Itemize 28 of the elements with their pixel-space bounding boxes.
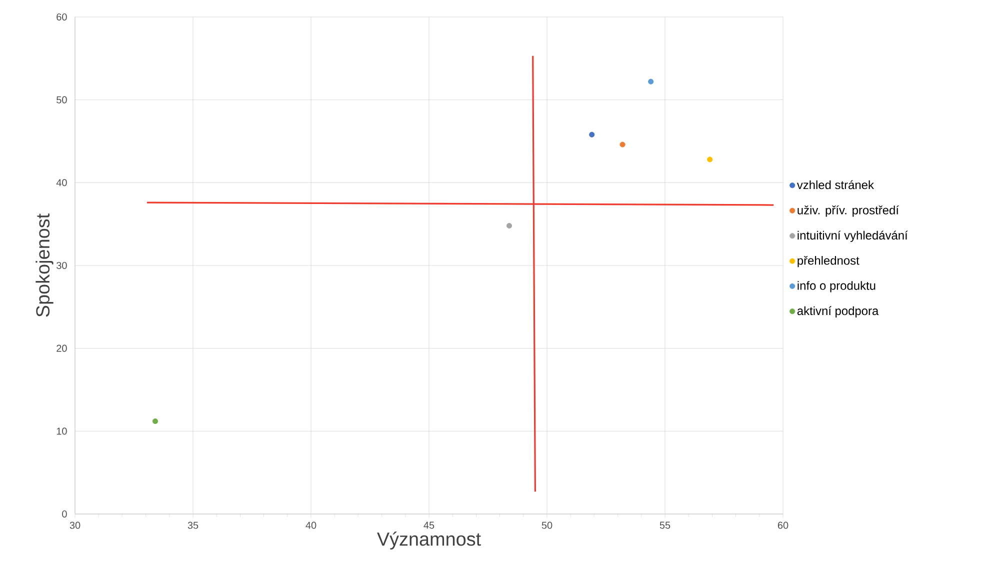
x-tick-label: 30 <box>70 522 80 529</box>
x-tick-label: 40 <box>306 522 316 529</box>
y-tick-label: 10 <box>56 428 67 435</box>
legend-label: přehlednost <box>798 256 860 268</box>
point <box>152 418 158 424</box>
point <box>707 156 713 162</box>
legend-label: vzhled stránek <box>796 180 874 190</box>
legend-label: info o produktu <box>798 281 876 292</box>
y-axis-title: Spokojenost <box>36 214 54 317</box>
x-axis-title: Významnost <box>377 532 481 550</box>
x-tick-label: 35 <box>188 522 198 529</box>
y-tick-label: 60 <box>56 13 67 21</box>
point <box>589 132 595 138</box>
x-tick-label: 50 <box>542 522 552 529</box>
y-tick-label: 0 <box>62 510 67 518</box>
legend-label: aktivní podpora <box>797 306 879 318</box>
y-tick-label: 30 <box>56 262 67 270</box>
point <box>620 142 626 148</box>
y-tick-label: 20 <box>56 344 67 352</box>
x-tick-label: 55 <box>660 522 670 529</box>
y-tick-label: 40 <box>56 179 67 186</box>
x-tick-label: 60 <box>778 522 788 529</box>
legend-label: intuitivní vyhledávání <box>798 230 908 242</box>
y-tick-label: 50 <box>56 96 67 104</box>
legend-label: uživ. přív. prostředí <box>798 205 899 217</box>
point <box>648 78 654 84</box>
point <box>506 222 512 229</box>
x-tick-label: 45 <box>424 522 434 529</box>
